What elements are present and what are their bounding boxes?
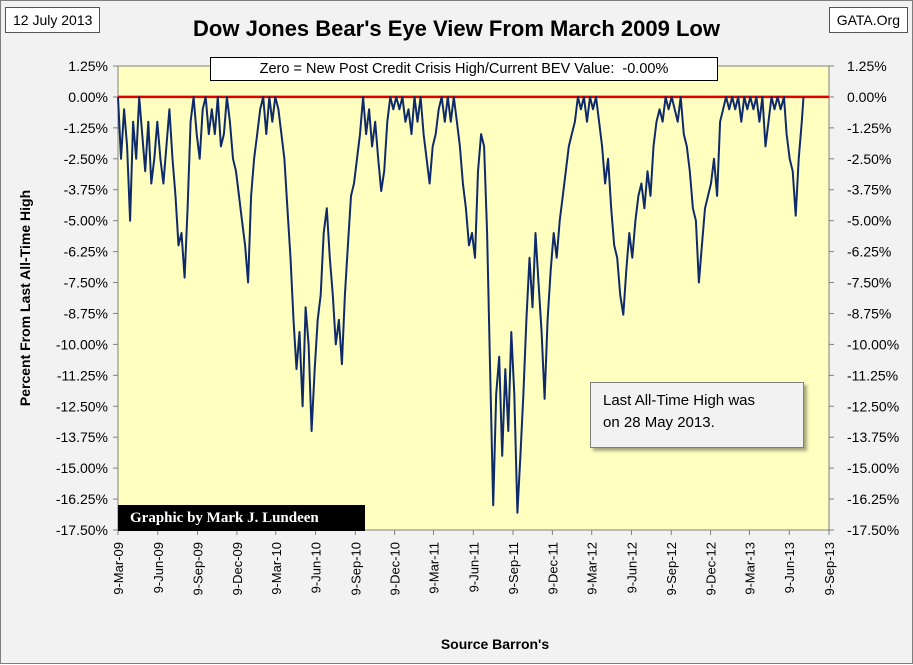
x-tick-label: 9-Mar-13 [742, 542, 757, 595]
y-tick-label-right: -1.25% [847, 120, 891, 136]
x-tick-label: 9-Sep-10 [348, 542, 363, 595]
y-tick-label-left: -7.50% [64, 275, 108, 291]
note-line-2: on 28 May 2013. [603, 414, 715, 431]
y-tick-label-right: -5.00% [847, 213, 891, 229]
x-tick-label: 9-Sep-12 [664, 542, 679, 595]
y-tick-label-right: -17.50% [847, 522, 899, 538]
y-tick-label-left: -10.00% [56, 336, 108, 352]
y-tick-label-right: -2.50% [847, 151, 891, 167]
y-tick-label-right: -15.00% [847, 460, 899, 476]
x-axis: 9-Mar-09 9-Jun-09 9-Sep-09 9-Dec-09 9-Mar-10… [111, 530, 837, 595]
y-tick-label-left: -11.25% [57, 367, 108, 383]
y-tick-label-right: -3.75% [847, 182, 891, 198]
x-tick-label: 9-Mar-11 [427, 542, 442, 594]
credit-label: Graphic by Mark J. Lundeen [118, 505, 365, 531]
y-tick-label-left: 1.25% [68, 58, 108, 74]
y-tick-label-left: -13.75% [56, 429, 108, 445]
y-tick-label-right: -13.75% [847, 429, 899, 445]
y-axis-left: 1.25% 0.00% -1.25% -2.50% -3.75% -5.00% -6.25%… [56, 58, 118, 538]
y-tick-label-right: -16.25% [847, 491, 899, 507]
chart-title: Dow Jones Bear's Eye View From March 200… [193, 16, 720, 41]
dow-bev-series-line [117, 95, 805, 514]
x-tick-label: 9-Mar-10 [269, 542, 284, 595]
x-tick-label: 9-Jun-10 [309, 542, 324, 593]
y-tick-label-left: -1.25% [64, 120, 108, 136]
y-tick-label-left: 0.00% [68, 89, 108, 105]
x-tick-label: 9-Jun-12 [624, 542, 639, 593]
y-tick-label-right: 1.25% [847, 58, 887, 74]
y-tick-label-left: -12.50% [56, 398, 108, 414]
x-axis-title: Source Barron's [441, 636, 550, 652]
x-tick-label: 9-Dec-12 [704, 542, 719, 595]
y-tick-label-right: 0.00% [847, 89, 887, 105]
x-tick-label: 9-Sep-11 [506, 542, 521, 595]
bev-banner: Zero = New Post Credit Crisis High/Curre… [210, 57, 718, 81]
y-tick-label-left: -5.00% [64, 213, 108, 229]
x-tick-label: 9-Mar-12 [585, 542, 600, 595]
y-tick-label-left: -3.75% [64, 182, 108, 198]
y-axis-title: Percent From Last All-Time High [17, 190, 33, 406]
y-tick-label-right: -7.50% [847, 275, 891, 291]
x-tick-label: 9-Mar-09 [111, 542, 126, 595]
y-tick-label-right: -8.75% [847, 305, 891, 321]
y-tick-label-left: -15.00% [56, 460, 108, 476]
source-label: GATA.Org [828, 7, 908, 33]
x-tick-label: 9-Jun-13 [782, 542, 797, 593]
y-tick-label-left: -17.50% [56, 522, 108, 538]
all-time-high-note: Last All-Time High was on 28 May 2013. [590, 382, 804, 448]
date-label: 12 July 2013 [5, 7, 101, 33]
y-axis-right: 1.25% 0.00% -1.25% -2.50% -3.75% -5.00% -6.25%… [829, 58, 899, 538]
y-tick-label-left: -6.25% [64, 244, 108, 260]
x-tick-label: 9-Jun-09 [151, 542, 166, 593]
y-tick-label-left: -2.50% [64, 151, 108, 167]
y-tick-label-right: -6.25% [847, 244, 891, 260]
x-tick-label: 9-Dec-10 [388, 542, 403, 595]
x-tick-label: 9-Sep-13 [822, 542, 837, 595]
note-line-1: Last All-Time High was [603, 392, 755, 409]
x-tick-label: 9-Dec-11 [545, 542, 560, 595]
plot-area [117, 65, 830, 531]
x-tick-label: 9-Dec-09 [230, 542, 245, 595]
y-tick-label-right: -10.00% [847, 336, 899, 352]
x-tick-label: 9-Sep-09 [191, 542, 206, 595]
y-tick-label-right: -11.25% [847, 367, 898, 383]
y-tick-label-left: -16.25% [56, 491, 108, 507]
y-tick-label-right: -12.50% [847, 398, 899, 414]
y-tick-label-left: -8.75% [64, 305, 108, 321]
x-tick-label: 9-Jun-11 [466, 542, 481, 592]
